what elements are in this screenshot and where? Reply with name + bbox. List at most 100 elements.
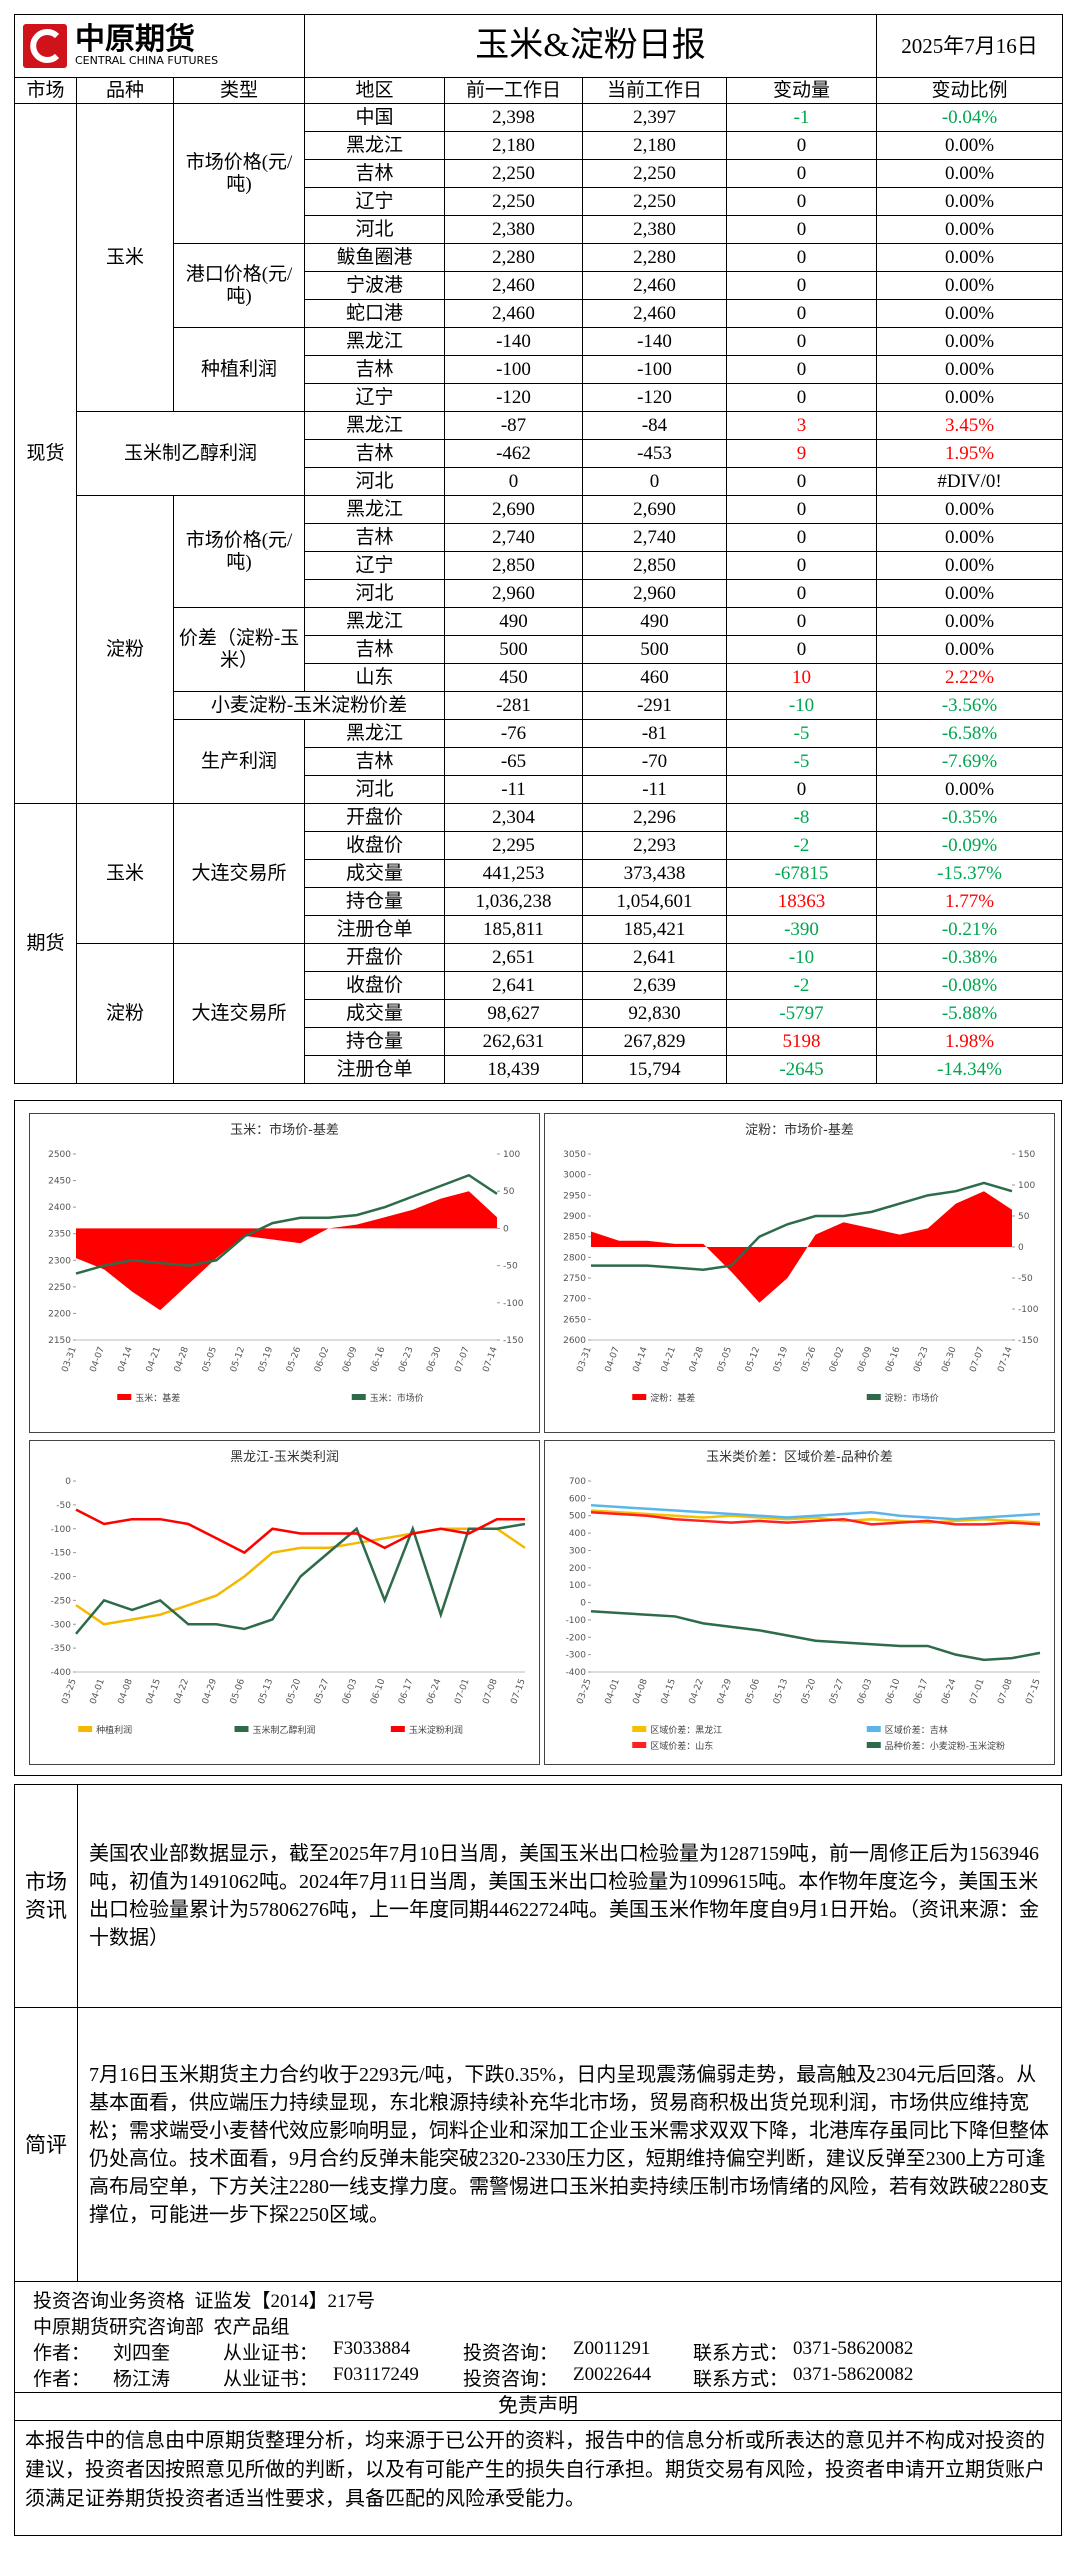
x-tick-label: 06-16 <box>369 1345 387 1373</box>
y-tick-label: -100 <box>51 1525 72 1535</box>
line <box>590 1509 1041 1524</box>
value-cell: 2,460 <box>444 299 583 328</box>
x-tick-label: 07-01 <box>968 1678 986 1706</box>
value-cell: 黑龙江 <box>304 495 445 524</box>
x-tick-label: 05-13 <box>257 1678 275 1706</box>
value-cell: 1.77% <box>876 887 1064 916</box>
value-cell: 0 <box>725 607 878 636</box>
value-cell: 2,639 <box>582 971 727 1000</box>
value-cell: -5 <box>725 747 878 776</box>
value-cell: -0.21% <box>876 915 1064 944</box>
value-cell: 450 <box>444 663 583 692</box>
value-cell: -2 <box>725 971 878 1000</box>
x-tick-label: 04-22 <box>173 1678 191 1706</box>
value-cell: 92,830 <box>582 999 727 1028</box>
value-cell: 0 <box>725 131 878 160</box>
data-row: 吉林 500 500 0 0.00% <box>15 635 1064 664</box>
news-label: 市场资讯 <box>25 1870 67 1922</box>
y-tick-label: -100 <box>566 1616 587 1626</box>
data-row: 港口价格(元/吨) 鲅鱼圈港 2,280 2,280 0 0.00% <box>15 243 1064 328</box>
author-field: F03117249 <box>333 2364 419 2385</box>
report-date: 2025年7月16日 <box>876 14 1064 78</box>
x-tick-label: 04-22 <box>688 1678 706 1706</box>
value-cell: 2,460 <box>444 271 583 300</box>
report-title: 玉米&淀粉日报 <box>303 14 878 78</box>
value-cell: 开盘价 <box>304 803 445 832</box>
value-cell: #DIV/0! <box>876 467 1064 496</box>
value-cell: 2,293 <box>582 831 727 860</box>
x-tick-label: 05-19 <box>257 1345 275 1373</box>
logo-cn: 中原期货 <box>75 21 195 57</box>
value-cell: 15,794 <box>582 1055 727 1084</box>
value-cell: 0 <box>725 551 878 580</box>
x-tick-label: 06-17 <box>912 1678 930 1706</box>
column-header: 变动比例 <box>876 77 1064 104</box>
value-cell: 黑龙江 <box>304 607 445 636</box>
value-cell: 1.95% <box>876 439 1064 468</box>
value-cell: 吉林 <box>304 439 445 468</box>
type-cell: 小麦淀粉-玉米淀粉价差 <box>173 691 445 720</box>
legend-label: 种植利润 <box>96 1724 132 1736</box>
y-tick-label: 2750 <box>563 1274 586 1284</box>
value-cell: 河北 <box>304 775 445 804</box>
x-tick-label: 07-01 <box>453 1678 471 1706</box>
value-cell: 0 <box>725 271 878 300</box>
y2-tick-label: 0 <box>1018 1243 1024 1253</box>
y2-tick-label: -100 <box>503 1299 524 1309</box>
column-header: 变动量 <box>725 77 878 104</box>
y-tick-label: 3050 <box>563 1150 586 1160</box>
value-cell: -76 <box>444 719 583 748</box>
value-cell: -67815 <box>725 859 878 888</box>
chart-title: 黑龙江-玉米类利润 <box>230 1450 339 1465</box>
comment-section: 简评 7月16日玉米期货主力合约收于2293元/吨，下跌0.35%，日内呈现震荡… <box>14 2007 1062 2282</box>
author-field: 联系方式： <box>693 2369 789 2390</box>
y2-tick-label: 50 <box>503 1187 515 1197</box>
y-tick-label: -250 <box>51 1596 72 1606</box>
y-tick-label: -50 <box>56 1501 71 1511</box>
y-tick-label: 200 <box>569 1564 586 1574</box>
y2-tick-label: -50 <box>1018 1274 1033 1284</box>
news-section: 市场资讯 美国农业部数据显示，截至2025年7月10日当周，美国玉米出口检验量为… <box>14 1784 1062 2008</box>
value-cell: 1,054,601 <box>582 887 727 916</box>
data-row: 辽宁 2,250 2,250 0 0.00% <box>15 187 1064 216</box>
value-cell: -140 <box>582 327 727 356</box>
value-cell: 2,250 <box>582 159 727 188</box>
value-cell: 辽宁 <box>304 383 445 412</box>
data-row: 河北 -11 -11 0 0.00% <box>15 775 1064 804</box>
y-tick-label: -400 <box>566 1668 587 1678</box>
value-cell: 收盘价 <box>304 831 445 860</box>
data-row: 成交量 98,627 92,830 -5797 -5.88% <box>15 999 1064 1028</box>
value-cell: -10 <box>725 943 878 972</box>
y2-tick-label: 50 <box>1018 1212 1030 1222</box>
dept: 中原期货研究咨询部 <box>33 2317 205 2338</box>
data-row: 持仓量 262,631 267,829 5198 1.98% <box>15 1027 1064 1056</box>
value-cell: 鲅鱼圈港 <box>304 243 445 272</box>
data-row: 辽宁 2,850 2,850 0 0.00% <box>15 551 1064 580</box>
x-tick-label: 04-28 <box>688 1345 706 1373</box>
data-row: 吉林 -65 -70 -5 -7.69% <box>15 747 1064 776</box>
y-tick-label: -150 <box>51 1549 72 1559</box>
y2-tick-label: 100 <box>503 1150 520 1160</box>
x-tick-label: 07-07 <box>968 1346 986 1374</box>
chart: 玉米：市场价-基差 2150 2200 2250 2300 2350 2400 2450 250… <box>29 1113 540 1433</box>
legend-label: 区域价差：吉林 <box>885 1724 948 1736</box>
value-cell: -100 <box>444 355 583 384</box>
line <box>75 1522 526 1635</box>
value-cell: 0 <box>725 495 878 524</box>
data-row: 价差（淀粉-玉米） 黑龙江 490 490 0 0.00% <box>15 607 1064 692</box>
value-cell: -462 <box>444 439 583 468</box>
value-cell: -120 <box>444 383 583 412</box>
x-tick-label: 03-25 <box>60 1678 78 1706</box>
logo-en: CENTRAL CHINA FUTURES <box>75 53 219 67</box>
value-cell: 0 <box>725 383 878 412</box>
value-cell: 0 <box>725 187 878 216</box>
y-tick-label: 100 <box>569 1581 586 1591</box>
value-cell: 0 <box>725 635 878 664</box>
type-cell: 大连交易所 <box>173 803 305 944</box>
data-row: 小麦淀粉-玉米淀粉价差 -281 -291 -10 -3.56% <box>15 691 1064 720</box>
value-cell: 2.22% <box>876 663 1064 692</box>
x-tick-label: 03-31 <box>60 1346 78 1374</box>
value-cell: 0.00% <box>876 495 1064 524</box>
value-cell: 2,180 <box>444 131 583 160</box>
x-tick-label: 04-14 <box>632 1345 650 1373</box>
